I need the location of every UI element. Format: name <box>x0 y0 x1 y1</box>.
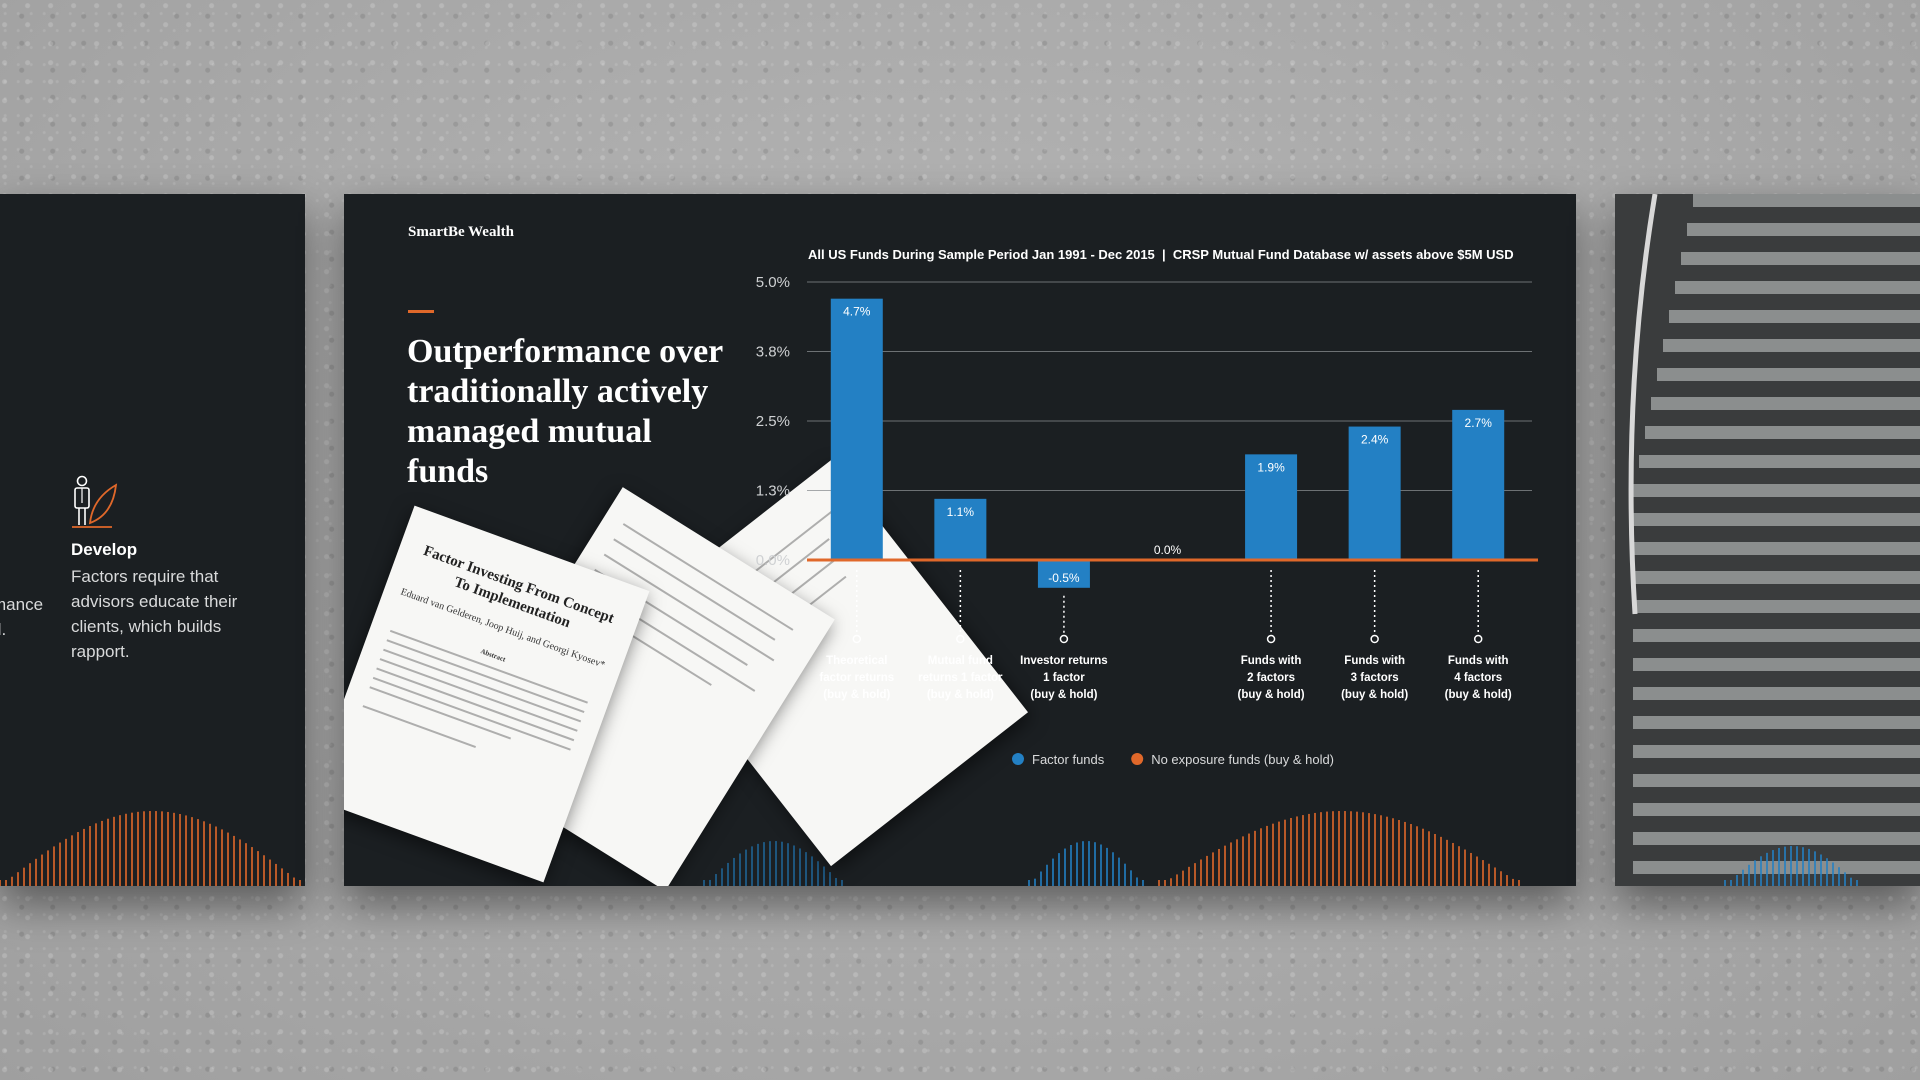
bar <box>1452 409 1505 560</box>
bar <box>934 498 987 560</box>
stair-step <box>1633 687 1920 700</box>
x-tick-label: (buy & hold) <box>927 689 994 701</box>
staircase-photo <box>1615 194 1920 886</box>
y-tick-label: 2.5% <box>756 413 790 430</box>
data-label: 0.0% <box>1154 543 1182 557</box>
legend-marker <box>1131 753 1144 765</box>
stair-step <box>1693 194 1920 207</box>
stair-step <box>1645 426 1920 439</box>
y-tick-label: 0.0% <box>756 552 790 569</box>
category-marker <box>1266 634 1276 644</box>
bar <box>1348 426 1401 560</box>
stair-step <box>1633 513 1920 526</box>
y-tick-label: 3.8% <box>756 344 790 361</box>
bar <box>1245 454 1298 560</box>
legend-label: No exposure funds (buy & hold) <box>1151 752 1334 767</box>
stair-step <box>1639 455 1920 468</box>
y-tick-label: 1.3% <box>756 483 790 500</box>
legend-label: Factor funds <box>1032 752 1105 767</box>
stair-step <box>1633 832 1920 845</box>
x-tick-label: (buy & hold) <box>1445 689 1512 701</box>
x-tick-label: 3 factors <box>1351 672 1399 684</box>
x-tick-label: returns 1 factor <box>918 672 1003 684</box>
accent-bar <box>408 310 434 313</box>
y-tick-label: 5.0% <box>756 274 790 291</box>
category-marker <box>1473 634 1483 644</box>
x-tick-label: Mutual fund <box>928 655 993 667</box>
bar-chart: All US Funds During Sample Period Jan 19… <box>756 247 1538 767</box>
left-slide-panel: Develop Factors require that advisors ed… <box>0 194 305 886</box>
legend-marker <box>1012 753 1024 765</box>
category-marker <box>1370 634 1379 644</box>
x-tick-label: Theoretical <box>826 655 887 667</box>
chart-title: All US Funds During Sample Period Jan 19… <box>808 247 1514 262</box>
category-marker <box>1059 634 1069 644</box>
stair-step <box>1675 281 1920 294</box>
stair-step <box>1633 600 1920 613</box>
stair-step <box>1681 252 1920 265</box>
main-slide-panel: SmartBe Wealth Outperformance over tradi… <box>344 194 1576 886</box>
page-title: Outperformance over traditionally active… <box>407 333 723 490</box>
stair-step <box>1633 861 1920 874</box>
x-tick-label: factor returns <box>819 672 894 684</box>
stair-step <box>1633 716 1920 729</box>
stair-step <box>1687 223 1920 236</box>
decorative-wave-main <box>703 811 1520 886</box>
right-slide-panel <box>1615 194 1920 886</box>
stair-step <box>1633 745 1920 758</box>
x-tick-label: Funds with <box>1344 655 1405 667</box>
x-tick-label: (buy & hold) <box>823 689 890 701</box>
data-label: 2.4% <box>1361 433 1389 447</box>
cut-off-text: mance d. <box>0 595 44 639</box>
decorative-wave-left <box>0 811 301 886</box>
data-label: -0.5% <box>1048 571 1080 585</box>
x-tick-label: 2 factors <box>1247 672 1295 684</box>
x-tick-label: 1 factor <box>1043 672 1085 684</box>
x-tick-label: (buy & hold) <box>1030 689 1097 701</box>
data-label: 1.1% <box>947 505 975 519</box>
bar <box>830 298 883 560</box>
stair-step <box>1633 484 1920 497</box>
x-tick-label: 4 factors <box>1454 672 1502 684</box>
x-tick-label: (buy & hold) <box>1341 689 1408 701</box>
data-label: 4.7% <box>843 305 871 319</box>
x-tick-label: (buy & hold) <box>1238 689 1305 701</box>
brand-name: SmartBe Wealth <box>408 224 514 240</box>
stair-step <box>1633 774 1920 787</box>
stair-step <box>1633 542 1920 555</box>
data-label: 2.7% <box>1465 416 1493 430</box>
x-tick-label: Funds with <box>1448 655 1509 667</box>
person-leaf-icon <box>72 475 118 528</box>
stair-step <box>1633 629 1920 642</box>
develop-description: Factors require that advisors educate th… <box>71 567 238 661</box>
stair-step <box>1651 397 1920 410</box>
x-tick-label: Investor returns <box>1020 655 1108 667</box>
stair-step <box>1633 803 1920 816</box>
data-label: 1.9% <box>1257 460 1285 474</box>
x-tick-label: Funds with <box>1241 655 1302 667</box>
decorative-wave-right <box>1724 846 1858 886</box>
bar <box>1037 560 1090 588</box>
stair-step <box>1633 658 1920 671</box>
stair-railing <box>1628 194 1658 615</box>
stair-step <box>1663 339 1920 352</box>
develop-title: Develop <box>71 540 138 559</box>
stair-step <box>1669 310 1920 323</box>
stair-step <box>1633 571 1920 584</box>
category-marker <box>852 634 862 644</box>
category-marker <box>956 634 965 644</box>
stair-step <box>1657 368 1920 381</box>
